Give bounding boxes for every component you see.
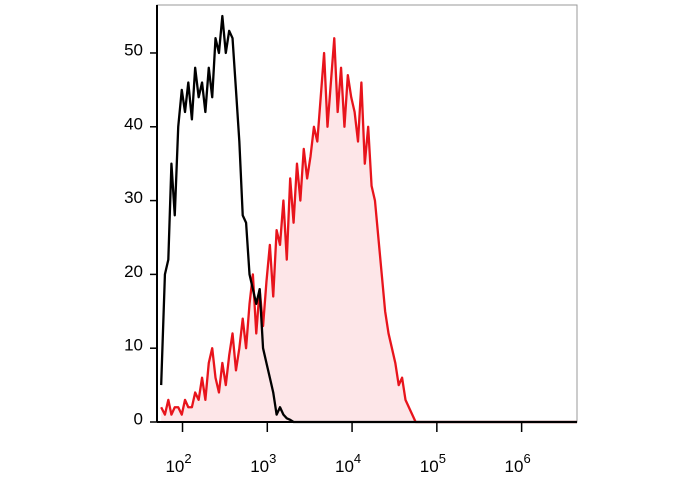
y-tick-label: 0 (134, 409, 143, 428)
y-tick-label: 30 (124, 188, 143, 207)
x-tick-exponent: 6 (523, 451, 530, 466)
y-tick-label: 10 (124, 336, 143, 355)
x-tick-base: 10 (335, 457, 354, 476)
x-tick-label: 102 (165, 451, 191, 476)
x-tick-base: 10 (250, 457, 269, 476)
x-tick-exponent: 4 (354, 451, 361, 466)
x-tick-exponent: 2 (184, 451, 191, 466)
x-tick-label: 104 (335, 451, 361, 476)
x-tick-base: 10 (505, 457, 524, 476)
x-tick-exponent: 5 (439, 451, 446, 466)
y-tick-label: 50 (124, 40, 143, 59)
x-tick-base: 10 (420, 457, 439, 476)
area (161, 38, 578, 423)
x-tick-exponent: 3 (269, 451, 276, 466)
histogram-line (160, 37, 577, 424)
y-tick-label: 20 (124, 262, 143, 281)
x-tick-base: 10 (165, 457, 184, 476)
y-tick-label: 40 (124, 114, 143, 133)
x-tick-label: 105 (420, 451, 446, 476)
x-tick-label: 106 (505, 451, 531, 476)
x-tick-label: 103 (250, 451, 276, 476)
